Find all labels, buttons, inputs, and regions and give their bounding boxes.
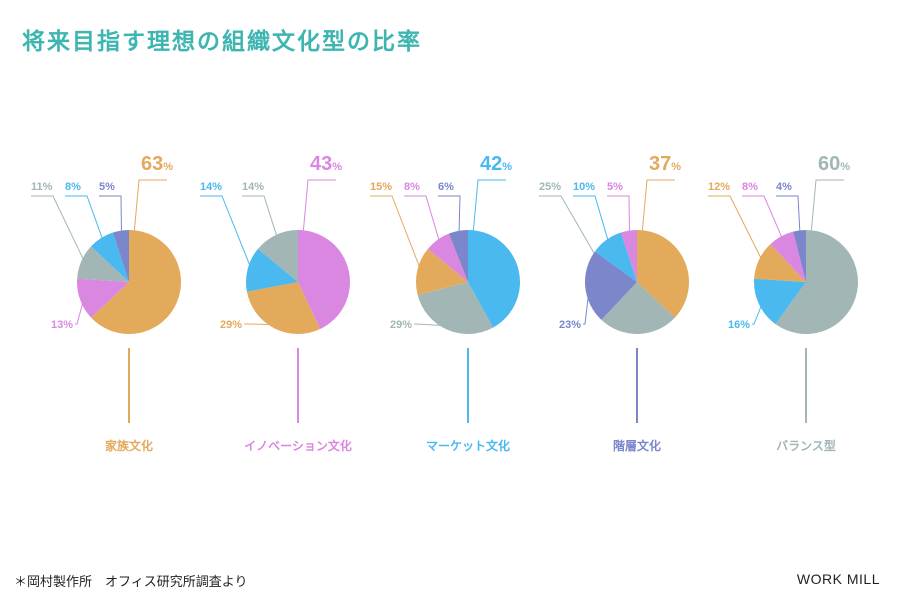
pie-slice: [584, 251, 637, 320]
leader-line: [708, 195, 764, 262]
slice-label-unit: %: [671, 161, 681, 173]
slice-label: 63%: [141, 153, 173, 175]
pie-slice: [257, 230, 298, 282]
pie-slice: [448, 230, 468, 282]
slice-label: 5%: [607, 181, 623, 193]
slice-label: 8%: [65, 181, 81, 193]
pie-slice: [298, 230, 350, 330]
slice-label: 11%: [31, 181, 53, 193]
leader-line: [99, 195, 122, 235]
pie-chart: 43% 29% 14% 14% イノベーション文化: [200, 153, 352, 453]
slice-label: 42%: [480, 153, 512, 175]
leader-line: [641, 179, 675, 231]
slice-label: 15%: [370, 181, 392, 193]
category-label: 家族文化: [105, 438, 153, 453]
leader-line: [573, 195, 610, 244]
leader-line: [472, 179, 506, 231]
pie-slice: [77, 246, 129, 282]
leader-line: [370, 195, 422, 272]
slice-label-unit: %: [332, 161, 342, 173]
pie-slice: [753, 278, 806, 325]
pie-slice: [754, 244, 806, 282]
leader-line: [404, 195, 441, 244]
leader-line: [742, 195, 784, 241]
slice-label: 10%: [573, 181, 595, 193]
pie-slice: [417, 282, 494, 335]
pie-slice: [468, 230, 521, 328]
pie-slice: [415, 248, 468, 295]
pie-slice: [91, 230, 181, 334]
pie-chart: 37% 25% 23% 10% 5% 階層文化: [539, 153, 690, 453]
pie-slice: [246, 282, 321, 334]
pie-slice: [91, 232, 129, 282]
slice-label: 29%: [220, 319, 242, 331]
leader-line: [414, 323, 450, 327]
pie-slice: [594, 232, 637, 282]
category-label: 階層文化: [613, 438, 661, 453]
slice-label: 8%: [404, 181, 420, 193]
leader-line: [244, 323, 277, 326]
pie-slice: [620, 230, 637, 282]
pie-chart: 60% 16% 12% 8% 4% バランス型: [708, 153, 859, 453]
pie-slice: [245, 248, 298, 292]
leader-line: [438, 195, 461, 236]
slice-label-unit: %: [502, 161, 512, 173]
leader-line: [242, 195, 279, 239]
slice-label: 37%: [649, 153, 681, 175]
leader-line: [810, 179, 844, 231]
slice-label: 25%: [539, 181, 561, 193]
chart-title: 将来目指す理想の組織文化型の比率: [22, 29, 422, 55]
slice-label: 12%: [708, 181, 730, 193]
category-label: バランス型: [776, 438, 836, 453]
brand-logo-text: WORK MILL: [796, 571, 880, 587]
slice-label: 60%: [818, 153, 850, 175]
leader-line: [302, 179, 336, 231]
slice-label: 8%: [742, 181, 758, 193]
slice-label: 13%: [51, 319, 73, 331]
pie-slice: [637, 230, 690, 318]
leader-line: [31, 195, 86, 264]
slice-label-unit: %: [840, 161, 850, 173]
leader-line: [200, 195, 253, 271]
slice-label: 16%: [728, 319, 750, 331]
pie-chart: 42% 29% 15% 8% 6% マーケット文化: [370, 153, 521, 453]
source-footnote: ＊岡村製作所 オフィス研究所調査より: [14, 575, 248, 590]
pie-slice: [775, 230, 859, 334]
slice-label: 14%: [200, 181, 222, 193]
slice-label-unit: %: [163, 161, 173, 173]
pie-slice: [601, 282, 675, 335]
slice-label: 4%: [776, 181, 792, 193]
leader-line: [607, 195, 630, 235]
leader-line: [583, 286, 590, 325]
pie-slice: [112, 230, 129, 282]
pie-slice: [793, 230, 806, 282]
slice-label: 23%: [559, 319, 581, 331]
pie-chart: 63% 13% 11% 8% 5% 家族文化: [31, 153, 181, 453]
leader-line: [752, 302, 764, 325]
slice-label: 5%: [99, 181, 115, 193]
slice-label: 14%: [242, 181, 264, 193]
slice-label: 43%: [310, 153, 342, 175]
leader-line: [133, 179, 167, 231]
leader-line: [75, 298, 85, 325]
leader-line: [776, 195, 801, 235]
pie-slice: [770, 231, 806, 282]
pie-slice: [76, 278, 129, 318]
category-label: マーケット文化: [426, 438, 510, 453]
category-label: イノベーション文化: [244, 438, 352, 453]
slice-label: 6%: [438, 181, 454, 193]
pie-slice: [427, 233, 468, 282]
leader-line: [65, 195, 104, 242]
slice-label: 29%: [390, 319, 412, 331]
